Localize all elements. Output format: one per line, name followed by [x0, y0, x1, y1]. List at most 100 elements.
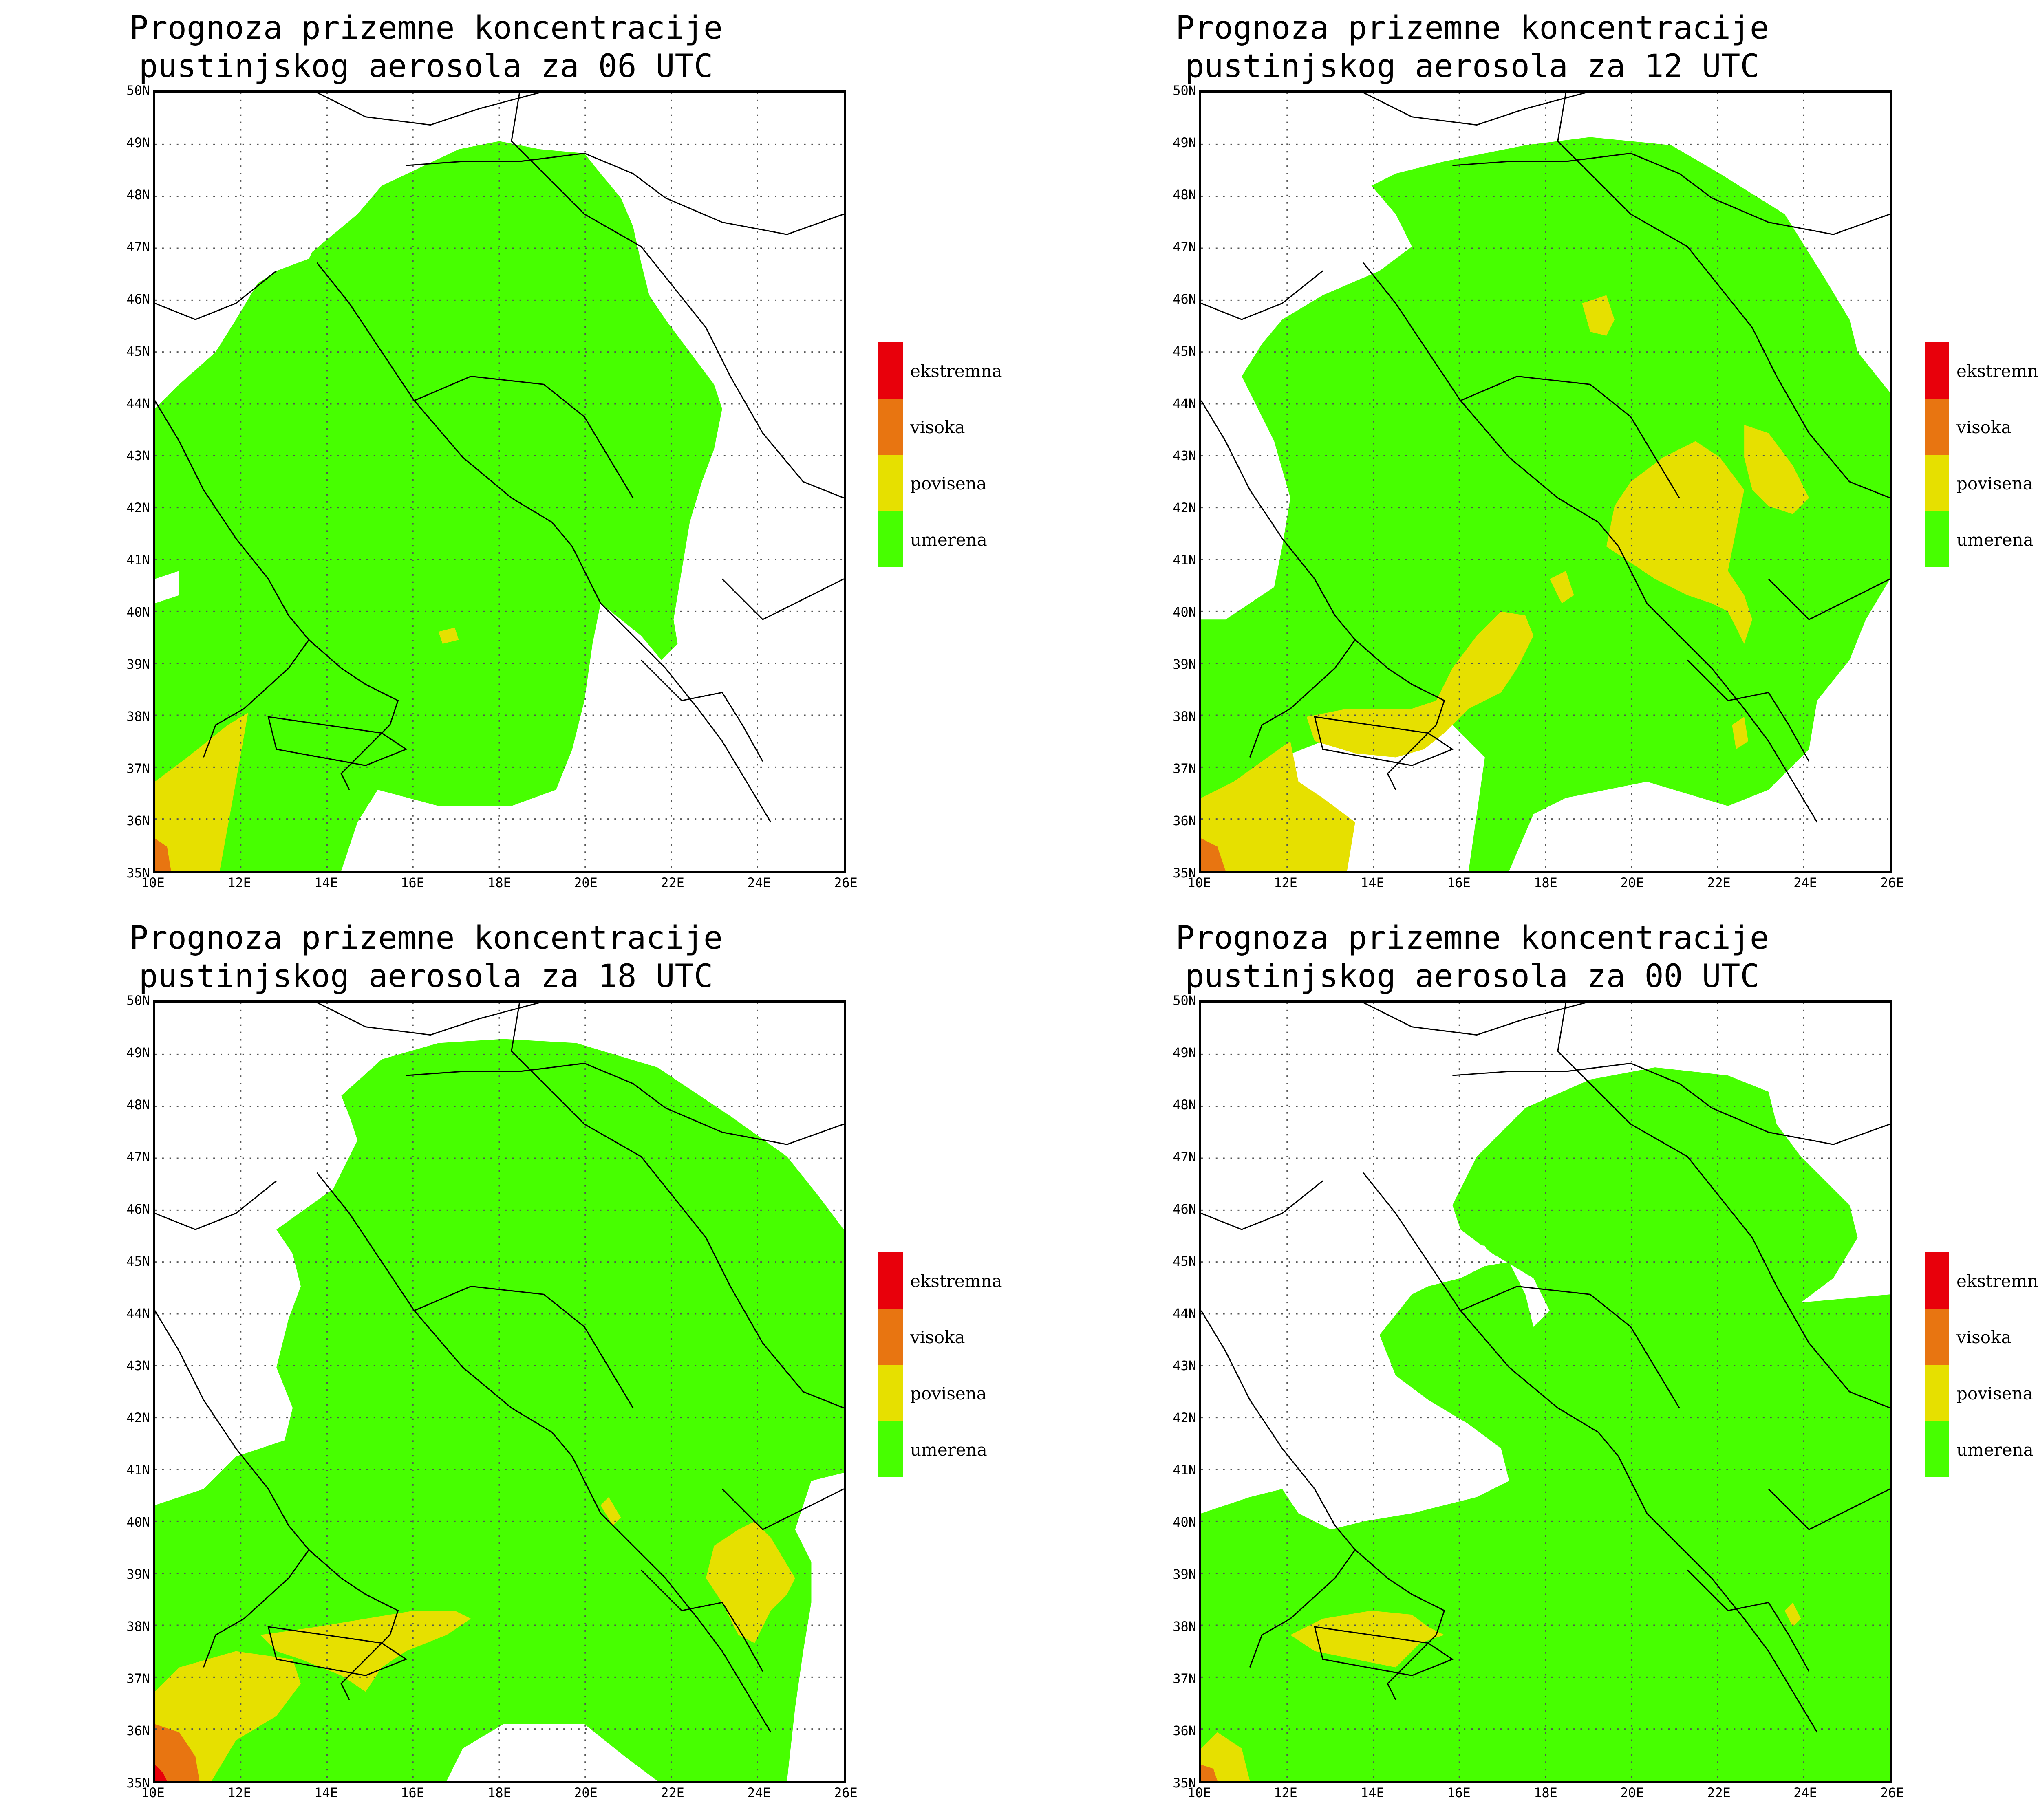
forecast-panel-18utc: Prognoza prizemne koncentracije pustinjs… — [0, 910, 1046, 1820]
lon-label: 22E — [661, 875, 684, 890]
lon-label: 20E — [574, 1785, 598, 1800]
lon-label: 12E — [1274, 875, 1297, 890]
lon-label: 18E — [487, 1785, 511, 1800]
legend-label: umerena — [910, 1440, 987, 1460]
lat-label: 45N — [126, 344, 150, 359]
visoka-patch — [1201, 838, 1226, 871]
lat-label: 36N — [1173, 813, 1196, 828]
legend-swatch-povisena — [1925, 1365, 1949, 1421]
lat-label: 44N — [126, 1306, 150, 1321]
lat-label: 40N — [126, 604, 150, 620]
povisena-small — [600, 1497, 621, 1526]
forecast-panel-12utc: Prognoza prizemne koncentracije pustinjs… — [1046, 0, 2038, 910]
lon-label: 26E — [1880, 875, 1904, 890]
legend-swatch-visoka — [1925, 1309, 1949, 1365]
lon-label: 26E — [1880, 1785, 1904, 1800]
povisena-sicily — [1306, 611, 1534, 758]
lon-label: 10E — [141, 1785, 165, 1800]
povisena-east — [1744, 425, 1809, 514]
dust-concentration-map — [155, 1003, 844, 1781]
coastlines-borders — [1201, 93, 1890, 823]
povisena-small — [1784, 1602, 1801, 1627]
forecast-panel-06utc: Prognoza prizemne koncentracije pustinjs… — [0, 0, 1046, 910]
lon-label: 24E — [1793, 875, 1817, 890]
dust-concentration-map — [155, 93, 844, 871]
map-area — [153, 90, 846, 873]
lat-label: 43N — [1173, 448, 1196, 463]
legend-label: umerena — [910, 530, 987, 550]
visoka-sw — [1201, 1765, 1218, 1781]
lat-label: 46N — [1173, 291, 1196, 307]
povisena-patch — [1201, 741, 1355, 871]
lat-label: 47N — [126, 1149, 150, 1165]
lon-label: 18E — [1534, 1785, 1557, 1800]
lat-label: 39N — [1173, 1567, 1196, 1582]
panel-title-line1: Prognoza prizemne koncentracije — [1176, 920, 1769, 956]
lat-label: 40N — [1173, 1514, 1196, 1530]
legend-label: povisena — [1956, 1384, 2033, 1404]
lat-label: 40N — [1173, 604, 1196, 620]
lon-label: 20E — [1620, 1785, 1644, 1800]
map-area — [1199, 1000, 1892, 1783]
lat-label: 38N — [126, 709, 150, 724]
panel-title-line1: Prognoza prizemne koncentracije — [1176, 10, 1769, 46]
lat-label: 42N — [126, 1410, 150, 1426]
lat-label: 49N — [126, 135, 150, 150]
lat-label: 39N — [1173, 657, 1196, 672]
map-area — [1199, 90, 1892, 873]
legend-label: ekstremna — [1956, 1271, 2038, 1291]
povisena-small — [438, 628, 459, 644]
lon-label: 12E — [1274, 1785, 1297, 1800]
povisena-sw — [1201, 1732, 1250, 1781]
legend-label: povisena — [910, 474, 987, 494]
legend-label: visoka — [910, 417, 965, 437]
lat-label: 37N — [126, 761, 150, 776]
lat-label: 36N — [1173, 1723, 1196, 1738]
lon-label: 24E — [1793, 1785, 1817, 1800]
lon-label: 22E — [1707, 875, 1731, 890]
lon-label: 14E — [1361, 1785, 1384, 1800]
lon-label: 10E — [141, 875, 165, 890]
lat-label: 39N — [126, 1567, 150, 1582]
lat-label: 48N — [1173, 1097, 1196, 1113]
lon-label: 12E — [227, 875, 251, 890]
lat-label: 48N — [1173, 187, 1196, 203]
visoka-sw — [155, 1724, 200, 1781]
ekstremna-sw — [155, 1765, 167, 1781]
white-gap-north-italy — [155, 93, 406, 393]
panel-title-line1: Prognoza prizemne koncentracije — [129, 920, 723, 956]
lon-label: 20E — [574, 875, 598, 890]
lat-label: 44N — [1173, 396, 1196, 411]
lon-label: 24E — [747, 1785, 771, 1800]
umerena-region — [1201, 137, 1890, 871]
legend-swatch-umerena — [1925, 1421, 1949, 1477]
lon-label: 18E — [487, 875, 511, 890]
lat-label: 50N — [1173, 83, 1196, 98]
legend-label: ekstremna — [910, 361, 1002, 381]
visoka-patch — [155, 838, 171, 871]
legend-label: umerena — [1956, 530, 2034, 550]
lat-label: 47N — [1173, 239, 1196, 255]
coastlines-borders — [155, 1003, 844, 1733]
lat-label: 49N — [1173, 1045, 1196, 1060]
lat-label: 41N — [126, 1462, 150, 1478]
lat-label: 44N — [1173, 1306, 1196, 1321]
lon-label: 18E — [1534, 875, 1557, 890]
povisena-north — [1582, 295, 1615, 336]
lat-label: 42N — [1173, 1410, 1196, 1426]
lat-label: 43N — [126, 1358, 150, 1373]
legend-label: visoka — [1956, 1327, 2012, 1347]
lat-label: 45N — [126, 1254, 150, 1269]
map-area — [153, 1000, 846, 1783]
lon-label: 14E — [1361, 875, 1384, 890]
lat-label: 49N — [1173, 135, 1196, 150]
dust-concentration-map — [1201, 1003, 1890, 1781]
dust-concentration-map — [1201, 93, 1890, 871]
lat-label: 35N — [1173, 1775, 1196, 1791]
lat-label: 39N — [126, 657, 150, 672]
lon-label: 24E — [747, 875, 771, 890]
umerena-region — [155, 1039, 844, 1781]
legend-label: ekstremna — [910, 1271, 1002, 1291]
lat-label: 48N — [126, 1097, 150, 1113]
legend-swatch-visoka — [878, 399, 903, 455]
